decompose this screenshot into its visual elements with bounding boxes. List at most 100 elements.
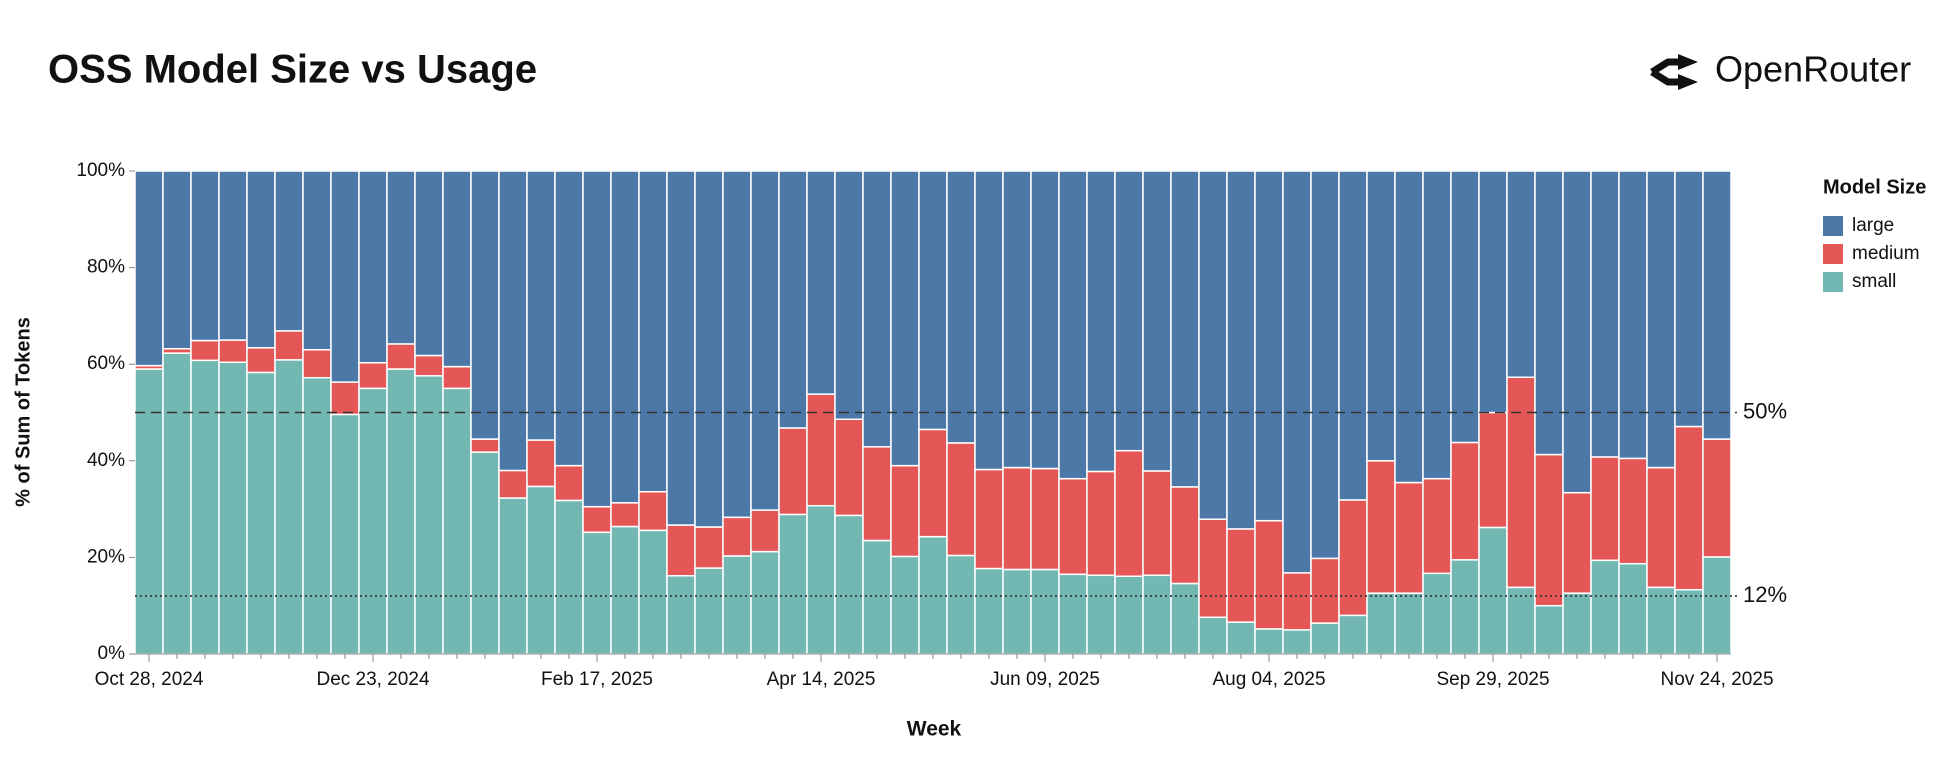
bar-segment: [638, 490, 668, 532]
bar-segment: [750, 170, 780, 511]
legend-label: small: [1852, 271, 1896, 292]
bar-segment: [890, 555, 920, 655]
bar-segment: [946, 554, 976, 655]
bar-segment: [1590, 170, 1620, 458]
bar-segment: [246, 371, 276, 655]
bar-segment: [722, 170, 752, 519]
bar-segment: [358, 387, 388, 655]
bar-segment: [554, 499, 584, 655]
bar-segment: [1086, 170, 1116, 473]
bar-segment: [806, 504, 836, 655]
bar-segment: [1226, 170, 1256, 530]
bar-segment: [610, 502, 640, 528]
bar-segment: [1478, 526, 1508, 655]
bar-segment: [498, 469, 528, 499]
bar-segment: [414, 375, 444, 655]
x-tick-label: Dec 23, 2024: [316, 669, 429, 690]
bar-segment: [358, 362, 388, 390]
x-tick-label: Apr 14, 2025: [767, 669, 876, 690]
bar-segment: [134, 170, 164, 367]
bar-segment: [274, 330, 304, 361]
bar-segment: [274, 359, 304, 655]
bar-segment: [526, 439, 556, 488]
bar-segment: [1198, 170, 1228, 520]
bar-segment: [162, 352, 192, 655]
brand-name: OpenRouter: [1715, 49, 1911, 90]
bar-segment: [1646, 170, 1676, 469]
bar-segment: [1366, 592, 1396, 655]
y-tick-label: 0%: [98, 643, 126, 664]
bar-segment: [1534, 453, 1564, 607]
bar-segment: [1058, 477, 1088, 576]
y-tick-label: 80%: [87, 257, 125, 278]
bar-segment: [1254, 170, 1284, 522]
bar-segment: [834, 514, 864, 655]
bar-segment: [1702, 438, 1732, 558]
bar-segment: [1254, 628, 1284, 655]
bar-segment: [470, 438, 500, 453]
bar-segment: [1450, 559, 1480, 655]
bar-segment: [442, 387, 472, 655]
bar-segment: [498, 170, 528, 472]
bar-segment: [750, 509, 780, 553]
bar-segment: [750, 550, 780, 655]
bar-segment: [302, 348, 332, 379]
bar-segment: [1310, 170, 1340, 560]
bar-segment: [1674, 589, 1704, 655]
bar-segment: [1030, 170, 1060, 470]
bar-segment: [1170, 170, 1200, 488]
bar-segment: [582, 531, 612, 655]
bar-segment: [246, 347, 276, 374]
bar-segment: [1646, 466, 1676, 589]
bar-segment: [722, 516, 752, 557]
bar-segment: [470, 170, 500, 440]
bar-segment: [1394, 592, 1424, 655]
bar-segment: [1506, 586, 1536, 655]
legend-title: Model Size: [1823, 176, 1926, 198]
bar-segment: [890, 464, 920, 558]
legend-swatch: [1823, 272, 1843, 292]
legend-label: medium: [1852, 243, 1920, 264]
x-tick-label: Oct 28, 2024: [95, 669, 204, 690]
bar-segment: [218, 339, 248, 364]
bar-segment: [1310, 557, 1340, 624]
bar-segment: [302, 376, 332, 655]
bar-segment: [1618, 457, 1648, 565]
bar-segment: [1422, 477, 1452, 575]
bar-segment: [1562, 170, 1592, 494]
bar-segment: [526, 170, 556, 441]
bar-segment: [442, 365, 472, 390]
bar-segment: [1114, 170, 1144, 452]
bar-segment: [1534, 170, 1564, 456]
reference-label: 50%: [1743, 398, 1787, 423]
bar-segment: [134, 368, 164, 655]
bar-segment: [1562, 491, 1592, 594]
bar-segment: [1114, 575, 1144, 655]
bar-segment: [1394, 170, 1424, 484]
bar-segment: [1506, 170, 1536, 378]
bar-segment: [190, 359, 220, 655]
bar-segment: [1618, 562, 1648, 655]
y-tick-label: 100%: [76, 160, 125, 181]
bar-segment: [694, 526, 724, 569]
bar-segment: [1030, 467, 1060, 571]
bar-segment: [666, 575, 696, 655]
bar-segment: [1226, 621, 1256, 655]
bar-segment: [218, 361, 248, 655]
y-tick-label: 40%: [87, 450, 125, 471]
x-tick-label: Feb 17, 2025: [541, 669, 653, 690]
bar-segment: [946, 442, 976, 557]
y-tick-label: 20%: [87, 546, 125, 567]
bar-segment: [974, 567, 1004, 655]
bar-segment: [806, 393, 836, 507]
bar-segment: [1674, 425, 1704, 591]
bar-segment: [1590, 559, 1620, 655]
bar-segment: [1590, 456, 1620, 562]
bar-segment: [974, 170, 1004, 471]
bar-segment: [1002, 466, 1032, 571]
bar-segment: [1254, 519, 1284, 630]
x-tick-label: Aug 04, 2025: [1212, 669, 1325, 690]
bar-segment: [862, 170, 892, 448]
legend-swatch: [1823, 216, 1843, 236]
bar-segment: [1198, 616, 1228, 655]
